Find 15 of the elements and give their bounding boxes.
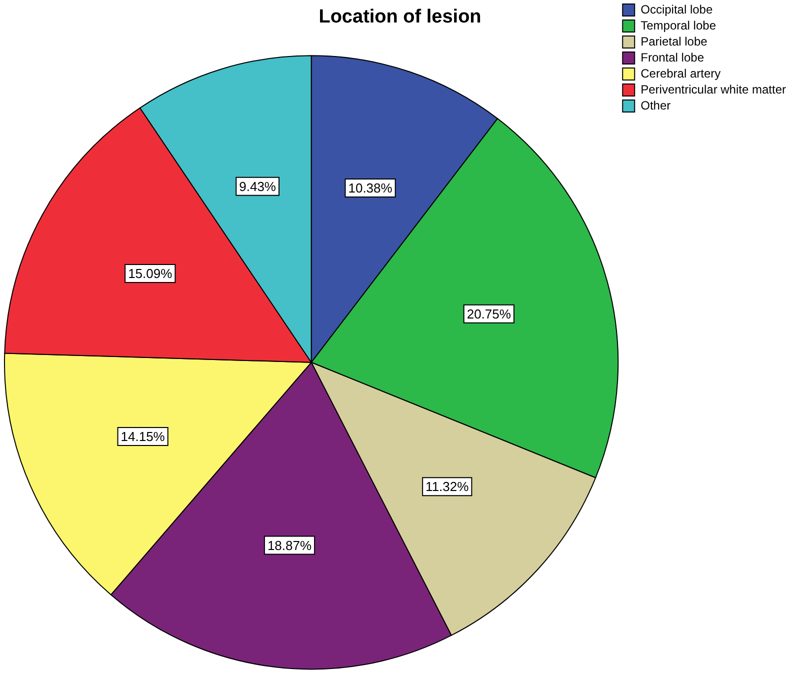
legend-label: Parietal lobe <box>640 34 708 48</box>
legend-label: Other <box>640 98 671 112</box>
data-label: 9.43% <box>239 178 276 194</box>
legend-label: Periventricular white matter <box>640 82 786 96</box>
data-label: 18.87% <box>267 538 312 553</box>
data-label: 15.09% <box>128 266 173 282</box>
legend-label: Temporal lobe <box>640 18 716 32</box>
data-label: 10.38% <box>348 180 393 196</box>
data-label: 20.75% <box>466 306 512 322</box>
legend-label: Cerebral artery <box>640 66 721 80</box>
legend-label: Occipital lobe <box>640 2 713 16</box>
data-label: 14.15% <box>120 429 166 444</box>
legend-label: Frontal lobe <box>640 50 704 64</box>
chart-title: Location of lesion <box>318 6 482 28</box>
data-label: 11.32% <box>426 479 470 494</box>
